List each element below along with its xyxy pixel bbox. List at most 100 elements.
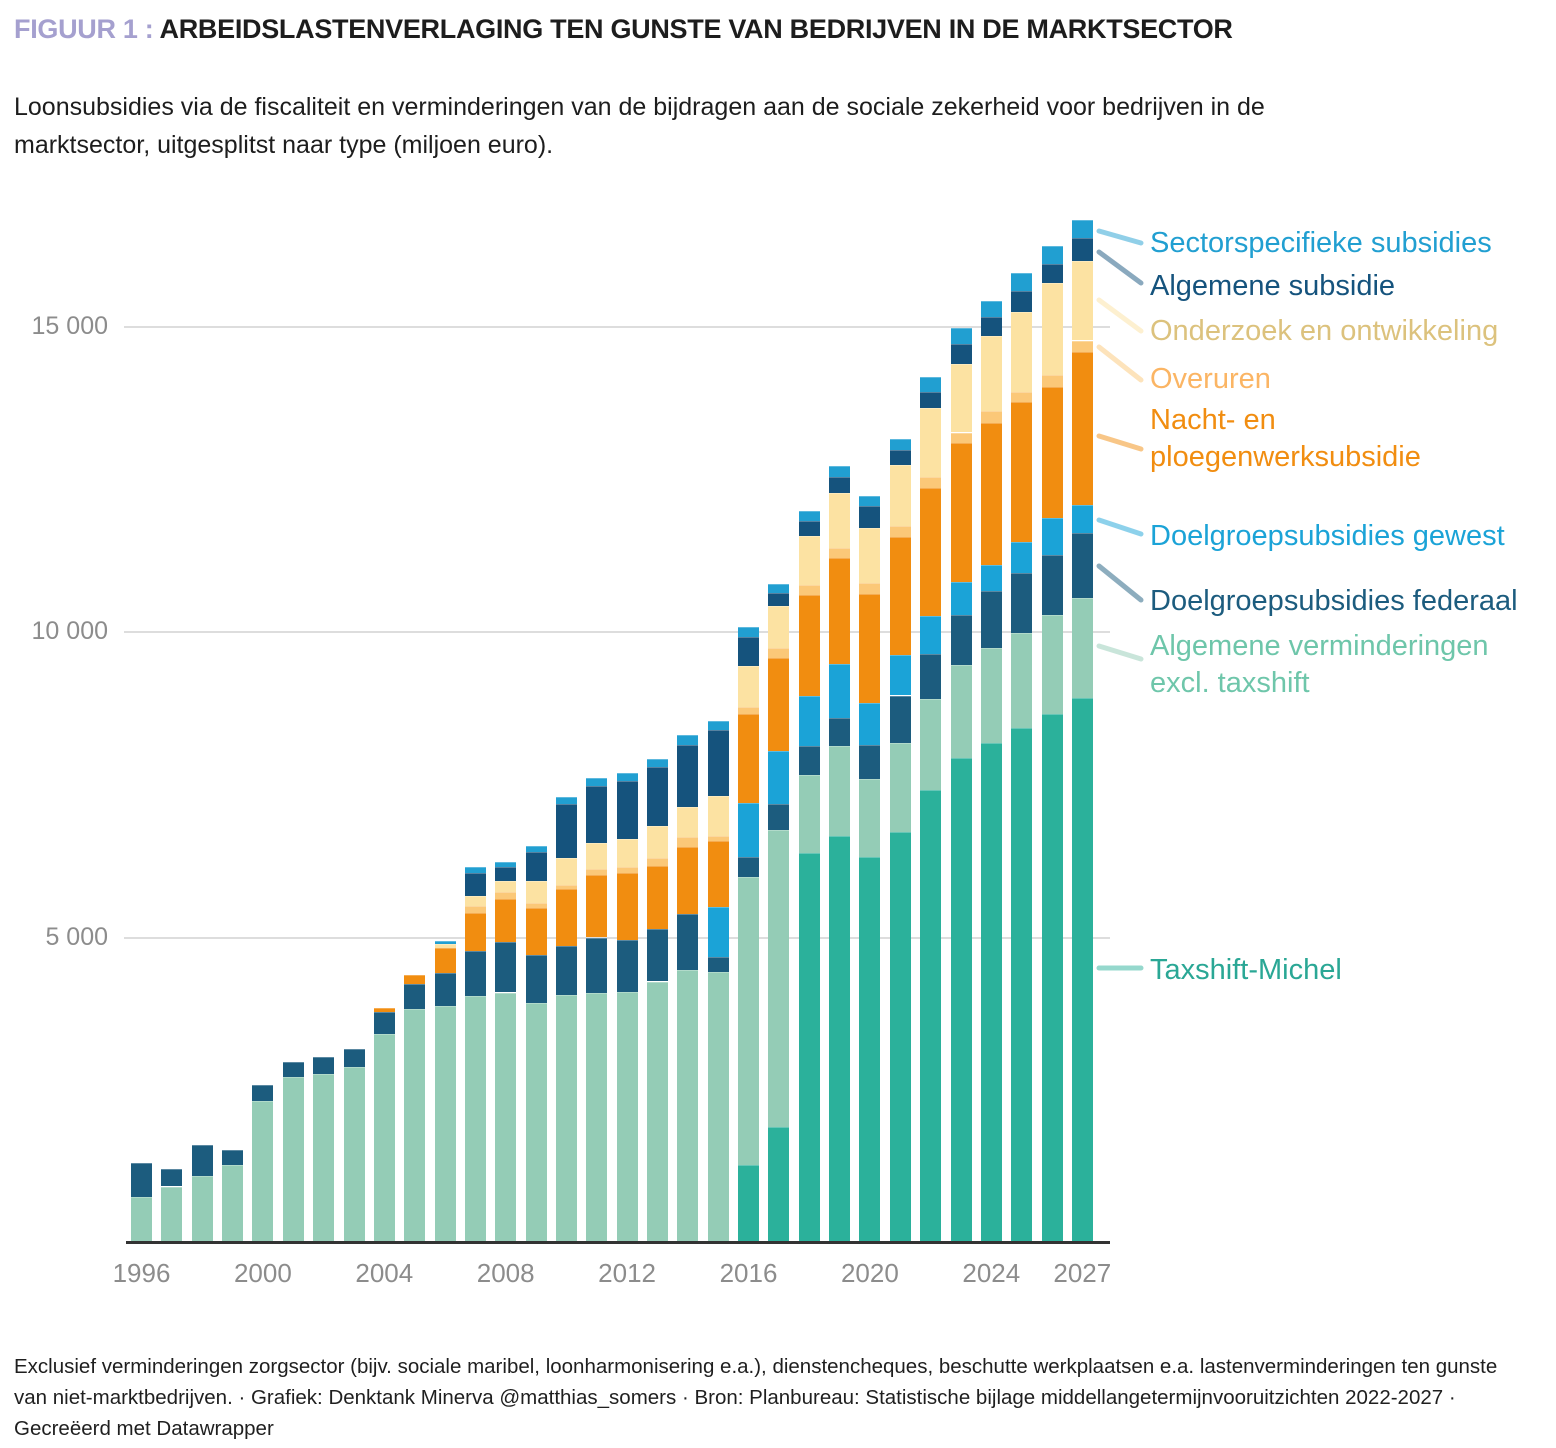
bar-2024-segment-verm[interactable] <box>980 648 1002 744</box>
bar-2023-segment-overuren[interactable] <box>950 432 972 444</box>
bar-2026-segment-taxshift[interactable] <box>1041 714 1063 1243</box>
bar-2001-segment-verm[interactable] <box>282 1076 304 1243</box>
bar-2025-segment-overuren[interactable] <box>1011 391 1033 402</box>
bar-2020-segment-gewest[interactable] <box>859 703 881 746</box>
bar-2027-segment-sector[interactable] <box>1071 219 1093 238</box>
bar-2015-segment-oo[interactable] <box>707 796 729 837</box>
bar-2006-segment-nacht[interactable] <box>434 948 456 973</box>
bar-2017-segment-sector[interactable] <box>768 584 790 593</box>
bar-2007-segment-verm[interactable] <box>464 995 486 1243</box>
bar-2025-segment-gewest[interactable] <box>1011 541 1033 574</box>
bar-2023-segment-gewest[interactable] <box>950 582 972 615</box>
bar-2017-segment-algsub[interactable] <box>768 592 790 606</box>
bar-2006-segment-federaal[interactable] <box>434 972 456 1006</box>
bar-2018-segment-overuren[interactable] <box>798 584 820 595</box>
bar-2011-segment-algsub[interactable] <box>586 786 608 844</box>
bar-2016-segment-nacht[interactable] <box>738 713 759 804</box>
bar-2019-segment-federaal[interactable] <box>829 718 851 746</box>
bar-2010-segment-overuren[interactable] <box>555 885 577 890</box>
bar-2023-segment-sector[interactable] <box>950 327 972 345</box>
bar-2010-segment-federaal[interactable] <box>555 946 577 995</box>
bar-2016-segment-gewest[interactable] <box>738 803 759 857</box>
bar-2016-segment-taxshift[interactable] <box>738 1165 759 1243</box>
bar-2011-segment-overuren[interactable] <box>586 869 608 876</box>
bar-2017-segment-oo[interactable] <box>768 605 790 649</box>
bar-2014-segment-overuren[interactable] <box>677 837 699 847</box>
bar-2007-segment-oo[interactable] <box>464 895 486 906</box>
bar-2026-segment-algsub[interactable] <box>1041 263 1063 284</box>
bar-2026-segment-gewest[interactable] <box>1041 518 1063 556</box>
bar-2004-segment-verm[interactable] <box>373 1034 395 1243</box>
bar-2014-segment-sector[interactable] <box>677 735 699 746</box>
bar-2001-segment-federaal[interactable] <box>282 1061 304 1077</box>
bar-2008-segment-nacht[interactable] <box>495 899 517 943</box>
bar-2021-segment-nacht[interactable] <box>889 537 911 655</box>
bar-2023-segment-verm[interactable] <box>950 665 972 759</box>
bar-2020-segment-taxshift[interactable] <box>859 856 881 1243</box>
bar-2017-segment-federaal[interactable] <box>768 803 790 831</box>
bar-1999-segment-federaal[interactable] <box>222 1149 244 1166</box>
bar-2019-segment-algsub[interactable] <box>829 477 851 493</box>
bar-2003-segment-verm[interactable] <box>343 1066 365 1243</box>
bar-2027-segment-oo[interactable] <box>1071 261 1093 341</box>
bar-2021-segment-sector[interactable] <box>889 438 911 451</box>
bar-2024-segment-nacht[interactable] <box>980 423 1002 565</box>
bar-2027-segment-overuren[interactable] <box>1071 340 1093 353</box>
bar-2027-segment-verm[interactable] <box>1071 598 1093 699</box>
bar-2020-segment-verm[interactable] <box>859 779 881 857</box>
bar-2025-segment-federaal[interactable] <box>1011 573 1033 634</box>
bar-2023-segment-oo[interactable] <box>950 364 972 433</box>
bar-2019-segment-taxshift[interactable] <box>829 836 851 1243</box>
bar-1998-segment-federaal[interactable] <box>191 1145 213 1177</box>
bar-2009-segment-nacht[interactable] <box>525 907 547 955</box>
bar-2024-segment-taxshift[interactable] <box>980 743 1002 1243</box>
bar-2024-segment-sector[interactable] <box>980 300 1002 318</box>
bar-2014-segment-verm[interactable] <box>677 969 699 1243</box>
bar-2012-segment-federaal[interactable] <box>616 939 638 993</box>
bar-2022-segment-overuren[interactable] <box>920 476 942 489</box>
bar-2016-segment-oo[interactable] <box>738 665 759 708</box>
bar-2022-segment-gewest[interactable] <box>920 615 942 655</box>
bar-2010-segment-algsub[interactable] <box>555 804 577 859</box>
bar-2013-segment-overuren[interactable] <box>647 858 668 866</box>
bar-2027-segment-algsub[interactable] <box>1071 237 1093 262</box>
bar-2007-segment-federaal[interactable] <box>464 950 486 996</box>
bar-2009-segment-sector[interactable] <box>525 845 547 852</box>
bar-2008-segment-overuren[interactable] <box>495 892 517 899</box>
bar-2018-segment-algsub[interactable] <box>798 520 820 536</box>
bar-2014-segment-federaal[interactable] <box>677 914 699 970</box>
bar-2004-segment-federaal[interactable] <box>373 1011 395 1035</box>
bar-2021-segment-overuren[interactable] <box>889 526 911 538</box>
bar-2012-segment-sector[interactable] <box>616 772 638 781</box>
bar-2009-segment-overuren[interactable] <box>525 903 547 908</box>
bar-2026-segment-sector[interactable] <box>1041 246 1063 264</box>
bar-2020-segment-sector[interactable] <box>859 495 881 507</box>
bar-1996-segment-verm[interactable] <box>131 1196 152 1243</box>
bar-2026-segment-overuren[interactable] <box>1041 375 1063 387</box>
bar-2016-segment-overuren[interactable] <box>738 707 759 714</box>
bar-2002-segment-verm[interactable] <box>313 1073 335 1243</box>
bar-2008-segment-algsub[interactable] <box>495 867 517 882</box>
bar-2010-segment-sector[interactable] <box>555 797 577 805</box>
bar-2015-segment-federaal[interactable] <box>707 957 729 972</box>
bar-2011-segment-federaal[interactable] <box>586 937 608 993</box>
bar-2015-segment-gewest[interactable] <box>707 907 729 958</box>
bar-2022-segment-federaal[interactable] <box>920 654 942 699</box>
bar-2023-segment-nacht[interactable] <box>950 443 972 583</box>
bar-2019-segment-overuren[interactable] <box>829 548 851 559</box>
bar-2013-segment-algsub[interactable] <box>647 766 668 826</box>
bar-2022-segment-verm[interactable] <box>920 698 942 790</box>
bar-2003-segment-federaal[interactable] <box>343 1049 365 1067</box>
bar-2021-segment-verm[interactable] <box>889 743 911 833</box>
bar-2012-segment-oo[interactable] <box>616 839 638 867</box>
bar-2016-segment-verm[interactable] <box>738 876 759 1166</box>
bar-2020-segment-federaal[interactable] <box>859 745 881 780</box>
bar-2008-segment-sector[interactable] <box>495 861 517 868</box>
bar-2025-segment-algsub[interactable] <box>1011 291 1033 312</box>
bar-2009-segment-federaal[interactable] <box>525 954 547 1003</box>
bar-2018-segment-sector[interactable] <box>798 510 820 521</box>
bar-2013-segment-federaal[interactable] <box>647 929 668 982</box>
bar-2018-segment-federaal[interactable] <box>798 746 820 775</box>
bar-2020-segment-overuren[interactable] <box>859 583 881 594</box>
bar-2020-segment-algsub[interactable] <box>859 506 881 529</box>
